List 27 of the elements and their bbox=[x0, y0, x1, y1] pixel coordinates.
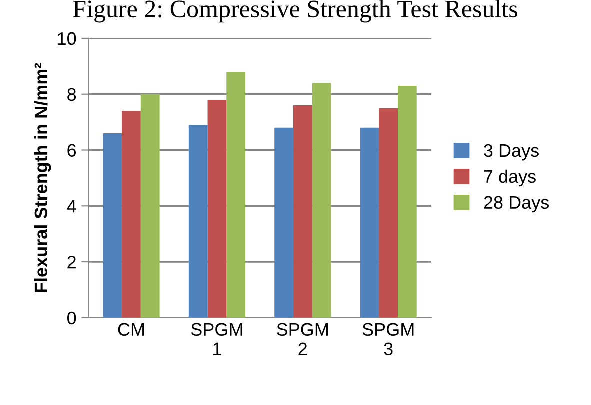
bar bbox=[103, 133, 122, 318]
bar bbox=[360, 128, 380, 318]
bar bbox=[226, 72, 246, 318]
bar bbox=[208, 100, 227, 318]
bar bbox=[379, 108, 398, 318]
bar bbox=[398, 86, 417, 318]
bar bbox=[274, 128, 294, 318]
bar bbox=[312, 83, 332, 318]
y-tick-label: 8 bbox=[68, 88, 76, 102]
bar bbox=[188, 125, 208, 318]
x-tick-label: SPGM 1 bbox=[191, 323, 242, 356]
x-tick-label: SPGM 2 bbox=[277, 323, 328, 356]
y-tick-label: 4 bbox=[67, 200, 76, 213]
bar bbox=[140, 94, 160, 318]
x-tick-label: SPGM 3 bbox=[362, 323, 414, 356]
y-tick-label: 6 bbox=[68, 144, 76, 157]
y-tick-label: 10 bbox=[58, 32, 76, 46]
y-tick-label: 2 bbox=[68, 256, 76, 269]
legend-label: 28 Days bbox=[484, 196, 550, 213]
y-axis-title: Flexural Strength in N/mm² bbox=[34, 63, 52, 292]
chart-title: Figure 2: Compressive Strength Test Results bbox=[73, 0, 518, 23]
bar bbox=[293, 106, 312, 318]
y-tick-label: 0 bbox=[68, 312, 76, 325]
x-tick-label: CM bbox=[118, 323, 144, 336]
legend-label: 7 days bbox=[484, 170, 536, 187]
legend-label: 3 Days bbox=[484, 144, 539, 161]
bar bbox=[122, 111, 141, 318]
